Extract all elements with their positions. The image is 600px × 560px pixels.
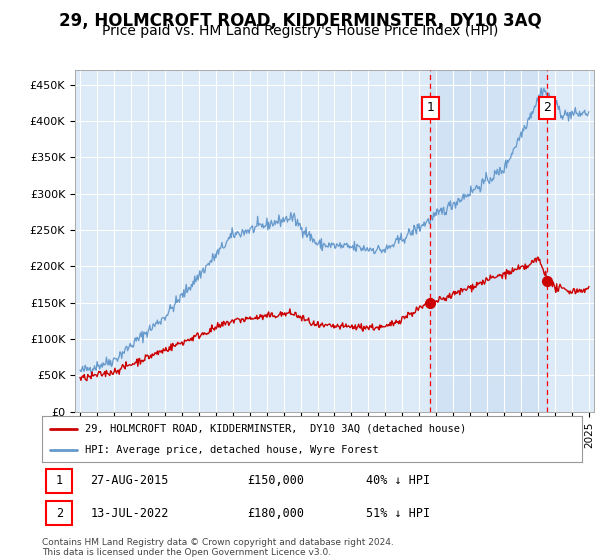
Bar [46, 501, 72, 525]
Bar [46, 469, 72, 493]
Text: Price paid vs. HM Land Registry's House Price Index (HPI): Price paid vs. HM Land Registry's House … [102, 24, 498, 38]
Text: 1: 1 [427, 101, 434, 114]
Text: 13-JUL-2022: 13-JUL-2022 [91, 507, 169, 520]
Text: 2: 2 [56, 507, 63, 520]
Text: 29, HOLMCROFT ROAD, KIDDERMINSTER,  DY10 3AQ (detached house): 29, HOLMCROFT ROAD, KIDDERMINSTER, DY10 … [85, 424, 466, 434]
Text: 51% ↓ HPI: 51% ↓ HPI [366, 507, 430, 520]
Text: 40% ↓ HPI: 40% ↓ HPI [366, 474, 430, 487]
Text: £180,000: £180,000 [247, 507, 304, 520]
Text: Contains HM Land Registry data © Crown copyright and database right 2024.
This d: Contains HM Land Registry data © Crown c… [42, 538, 394, 557]
Text: 27-AUG-2015: 27-AUG-2015 [91, 474, 169, 487]
Text: 1: 1 [56, 474, 63, 487]
Text: £150,000: £150,000 [247, 474, 304, 487]
Text: 2: 2 [543, 101, 551, 114]
Text: HPI: Average price, detached house, Wyre Forest: HPI: Average price, detached house, Wyre… [85, 445, 379, 455]
Bar [430, 70, 547, 412]
Text: 29, HOLMCROFT ROAD, KIDDERMINSTER, DY10 3AQ: 29, HOLMCROFT ROAD, KIDDERMINSTER, DY10 … [59, 12, 541, 30]
